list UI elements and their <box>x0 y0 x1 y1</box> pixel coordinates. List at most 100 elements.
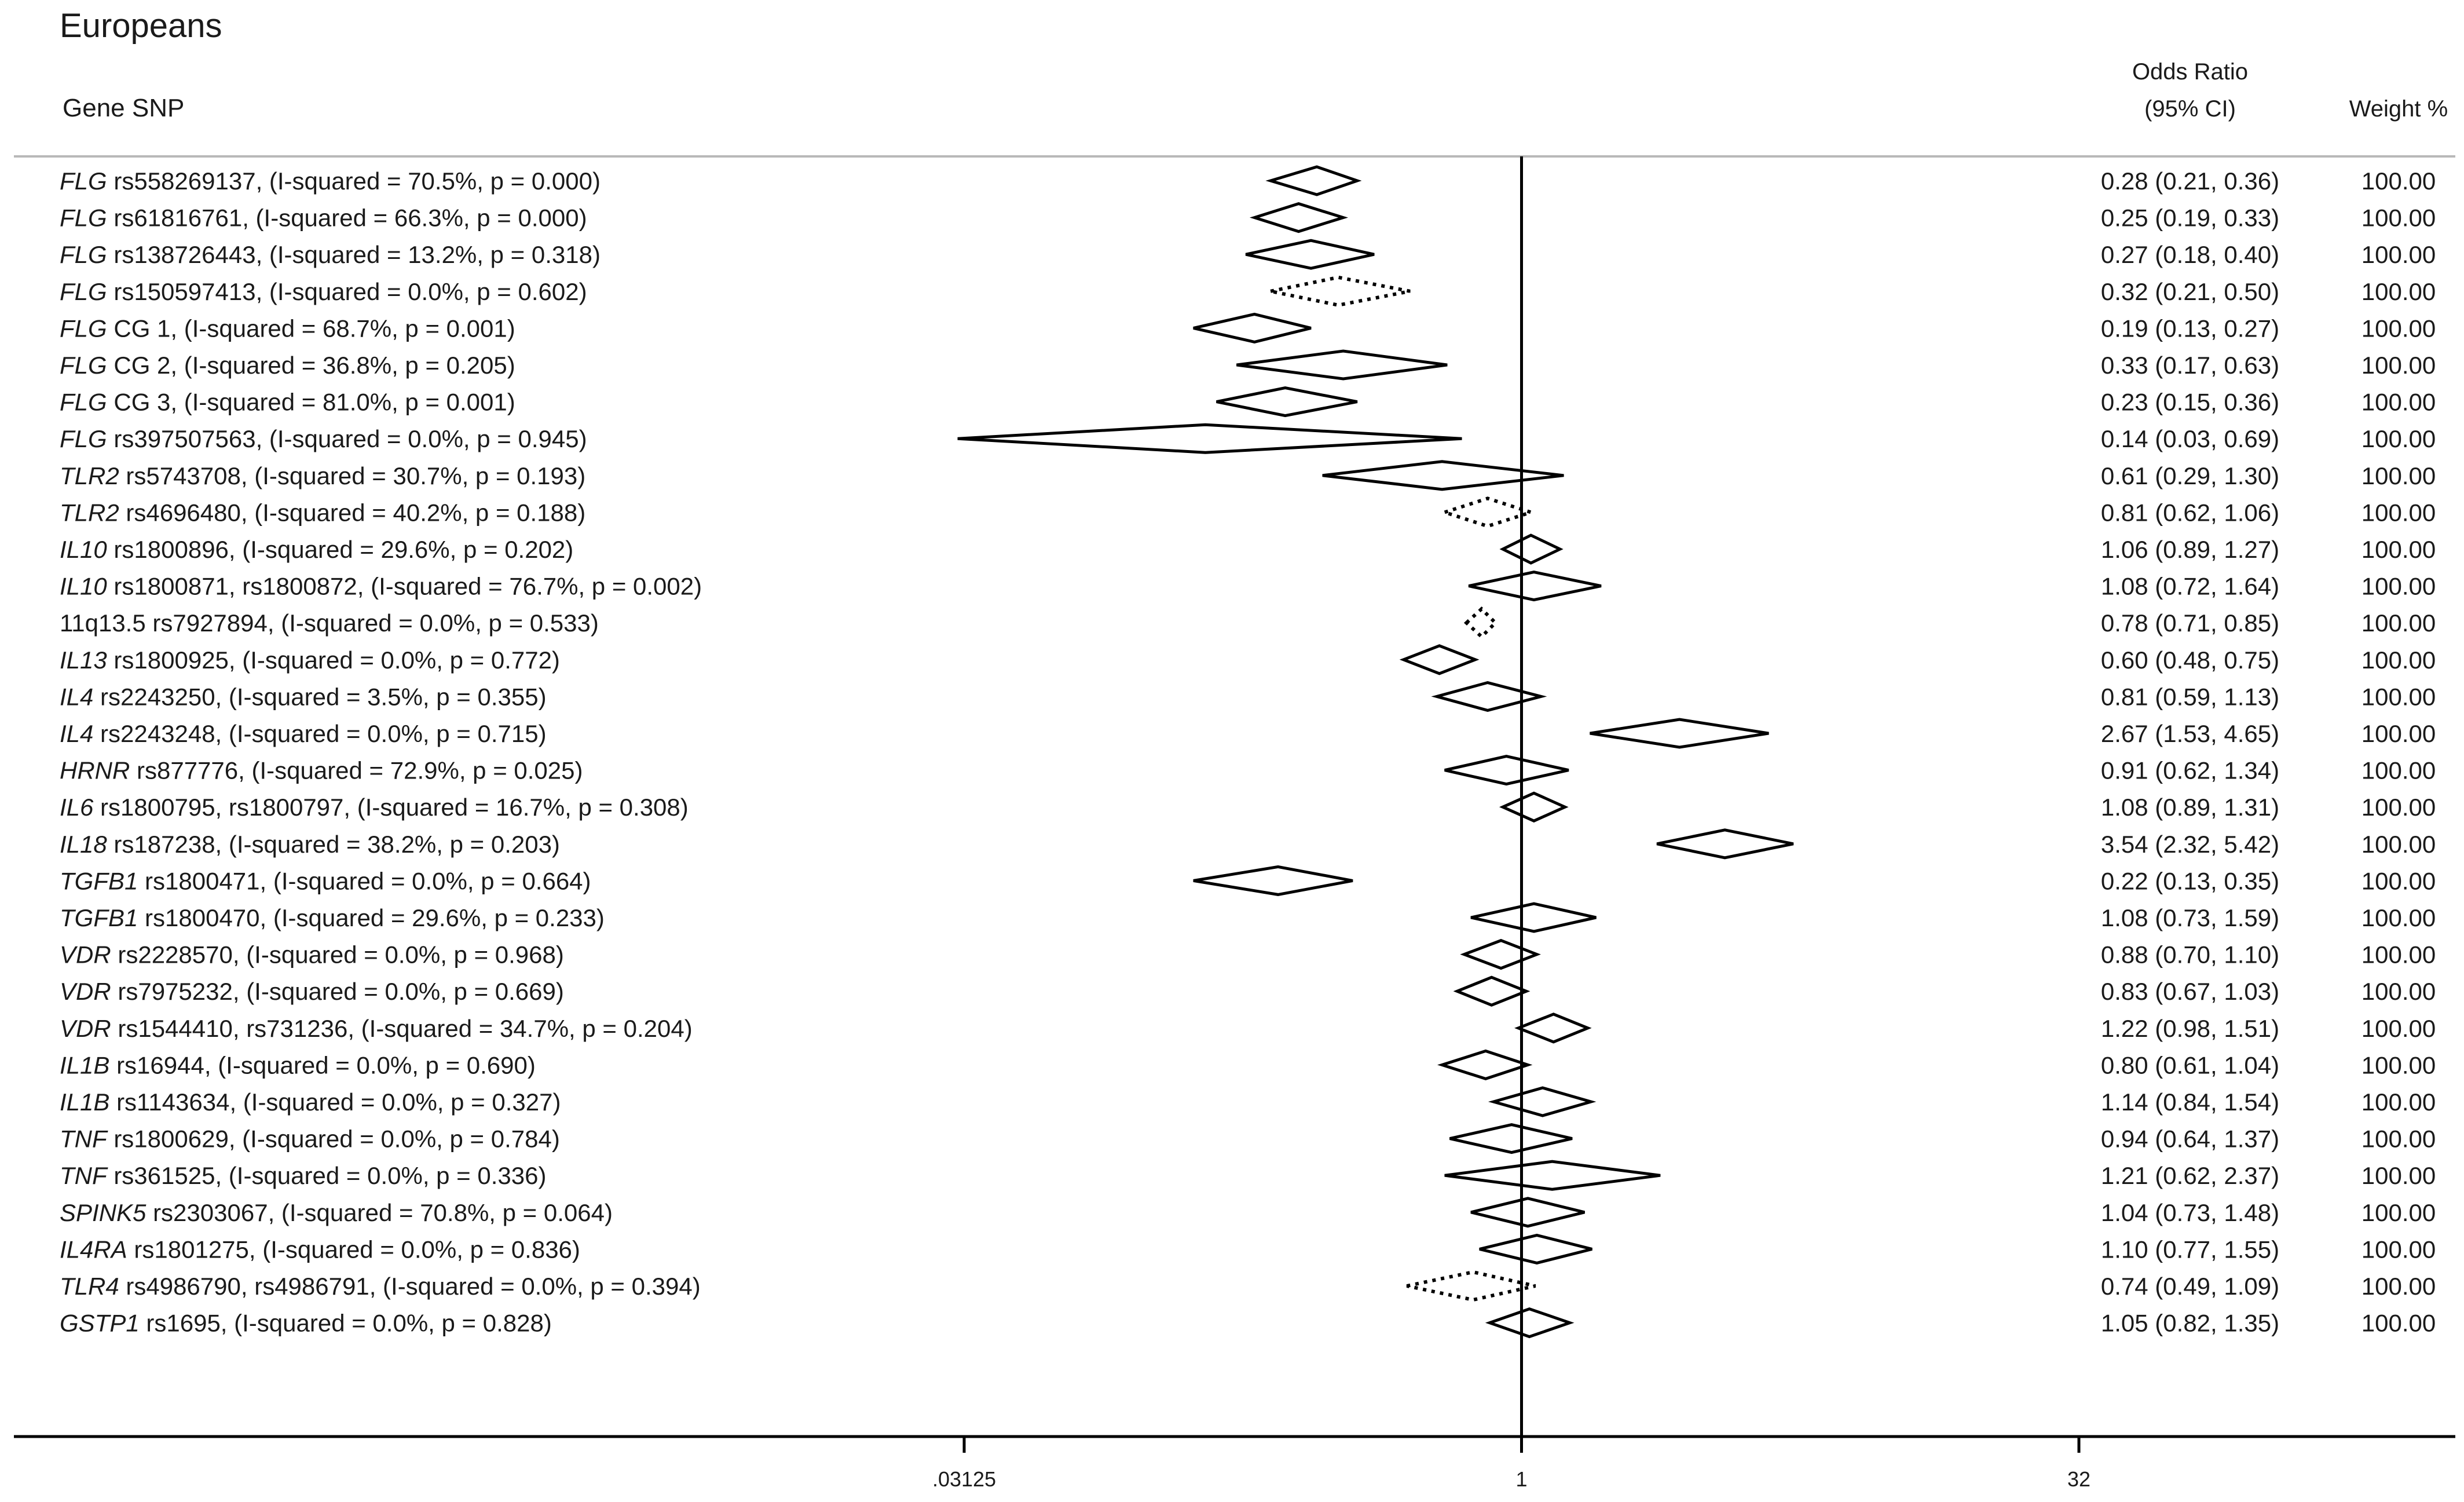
weight-value: 100.00 <box>2362 573 2436 600</box>
forest-row: TNF rs1800629, (I-squared = 0.0%, p = 0.… <box>60 1123 2436 1154</box>
row-label: TLR4 rs4986790, rs4986791, (I-squared = … <box>60 1273 701 1300</box>
gene-name: IL4RA <box>60 1236 127 1263</box>
forest-row: TLR2 rs4696480, (I-squared = 40.2%, p = … <box>60 496 2436 528</box>
weight-value: 100.00 <box>2362 904 2436 931</box>
weight-value: 100.00 <box>2362 609 2436 637</box>
row-label: VDR rs1544410, rs731236, (I-squared = 34… <box>60 1015 693 1042</box>
gene-name: VDR <box>60 1015 111 1042</box>
forest-row: VDR rs7975232, (I-squared = 0.0%, p = 0.… <box>60 975 2436 1007</box>
effect-diamond <box>1399 644 1480 675</box>
weight-value: 100.00 <box>2362 1199 2436 1226</box>
snp-stats: CG 1, (I-squared = 68.7%, p = 0.001) <box>107 315 515 342</box>
forest-row: IL4RA rs1801275, (I-squared = 0.0%, p = … <box>60 1233 2436 1265</box>
effect-diamond <box>1431 681 1547 712</box>
weight-value: 100.00 <box>2362 1125 2436 1153</box>
row-label: IL6 rs1800795, rs1800797, (I-squared = 1… <box>60 794 689 821</box>
gene-name: HRNR <box>60 757 130 784</box>
snp-stats: rs1800629, (I-squared = 0.0%, p = 0.784) <box>107 1125 560 1153</box>
snp-stats: rs150597413, (I-squared = 0.0%, p = 0.60… <box>107 278 587 305</box>
or-ci-value: 0.32 (0.21, 0.50) <box>2101 278 2279 305</box>
or-ci-value: 0.14 (0.03, 0.69) <box>2101 425 2279 452</box>
effect-diamond <box>1488 1086 1597 1117</box>
row-label: FLG CG 3, (I-squared = 81.0%, p = 0.001) <box>60 389 515 416</box>
row-label: IL4RA rs1801275, (I-squared = 0.0%, p = … <box>60 1236 580 1263</box>
snp-stats: 11q13.5 rs7927894, (I-squared = 0.0%, p … <box>60 609 599 637</box>
snp-stats: rs2228570, (I-squared = 0.0%, p = 0.968) <box>111 941 564 969</box>
effect-diamond <box>1193 312 1312 343</box>
effect-diamond <box>1590 718 1769 749</box>
gene-name: FLG <box>60 204 107 232</box>
or-ci-value: 0.33 (0.17, 0.63) <box>2101 352 2279 379</box>
or-ci-value: 1.08 (0.73, 1.59) <box>2101 904 2279 931</box>
effect-diamond <box>1444 1160 1661 1191</box>
row-label: IL4 rs2243250, (I-squared = 3.5%, p = 0.… <box>60 683 547 710</box>
snp-stats: rs877776, (I-squared = 72.9%, p = 0.025) <box>130 757 583 784</box>
row-label: IL10 rs1800871, rs1800872, (I-squared = … <box>60 573 702 600</box>
forest-row: TLR4 rs4986790, rs4986791, (I-squared = … <box>60 1270 2436 1302</box>
effect-diamond <box>1449 1123 1573 1154</box>
forest-row: IL13 rs1800925, (I-squared = 0.0%, p = 0… <box>60 644 2436 675</box>
weight-value: 100.00 <box>2362 352 2436 379</box>
or-ci-value: 0.88 (0.70, 1.10) <box>2101 941 2279 969</box>
gene-name: SPINK5 <box>60 1199 147 1226</box>
weight-value: 100.00 <box>2362 941 2436 969</box>
effect-diamond <box>1485 1307 1575 1339</box>
or-ci-value: 1.04 (0.73, 1.48) <box>2101 1199 2279 1226</box>
forest-row: FLG rs61816761, (I-squared = 66.3%, p = … <box>60 202 2436 233</box>
row-label: GSTP1 rs1695, (I-squared = 0.0%, p = 0.8… <box>60 1310 552 1337</box>
forest-row: VDR rs2228570, (I-squared = 0.0%, p = 0.… <box>60 938 2436 970</box>
effect-diamond <box>1463 606 1498 639</box>
snp-stats: rs2243248, (I-squared = 0.0%, p = 0.715) <box>93 720 546 747</box>
weight-value: 100.00 <box>2362 167 2436 195</box>
x-tick-label: .03125 <box>932 1467 996 1491</box>
effect-diamond <box>1499 533 1564 565</box>
effect-diamond <box>1470 902 1597 933</box>
forest-row: TLR2 rs5743708, (I-squared = 30.7%, p = … <box>60 460 2436 491</box>
gene-name: IL6 <box>60 794 94 821</box>
weight-value: 100.00 <box>2362 241 2436 268</box>
snp-stats: rs138726443, (I-squared = 13.2%, p = 0.3… <box>107 241 601 268</box>
or-ci-value: 0.28 (0.21, 0.36) <box>2101 167 2279 195</box>
or-ci-value: 1.08 (0.72, 1.64) <box>2101 573 2279 600</box>
effect-diamond <box>1406 1270 1536 1302</box>
snp-stats: rs1800896, (I-squared = 29.6%, p = 0.202… <box>107 536 574 563</box>
gene-name: IL1B <box>60 1051 109 1079</box>
row-label: IL1B rs16944, (I-squared = 0.0%, p = 0.6… <box>60 1051 536 1079</box>
snp-stats: rs397507563, (I-squared = 0.0%, p = 0.94… <box>107 425 587 452</box>
snp-stats: rs1800470, (I-squared = 29.6%, p = 0.233… <box>138 904 605 931</box>
effect-diamond <box>1499 791 1569 823</box>
forest-row: IL4 rs2243250, (I-squared = 3.5%, p = 0.… <box>60 681 2436 712</box>
gene-name: IL18 <box>60 831 107 858</box>
forest-row: HRNR rs877776, (I-squared = 72.9%, p = 0… <box>60 755 2436 786</box>
effect-diamond <box>1479 1233 1592 1265</box>
gene-name: TLR4 <box>60 1273 119 1300</box>
or-ci-value: 0.94 (0.64, 1.37) <box>2101 1125 2279 1153</box>
row-label: FLG CG 1, (I-squared = 68.7%, p = 0.001) <box>60 315 515 342</box>
forest-row: FLG rs397507563, (I-squared = 0.0%, p = … <box>60 423 2436 454</box>
snp-stats: CG 2, (I-squared = 36.8%, p = 0.205) <box>107 352 515 379</box>
or-ci-value: 0.27 (0.18, 0.40) <box>2101 241 2279 268</box>
or-ci-value: 0.74 (0.49, 1.09) <box>2101 1273 2279 1300</box>
row-label: IL4 rs2243248, (I-squared = 0.0%, p = 0.… <box>60 720 547 747</box>
effect-diamond <box>1193 865 1353 896</box>
weight-value: 100.00 <box>2362 204 2436 232</box>
forest-row: FLG rs138726443, (I-squared = 13.2%, p =… <box>60 239 2436 270</box>
weight-value: 100.00 <box>2362 425 2436 452</box>
weight-value: 100.00 <box>2362 1162 2436 1189</box>
or-ci-value: 0.25 (0.19, 0.33) <box>2101 204 2279 232</box>
forest-row: IL4 rs2243248, (I-squared = 0.0%, p = 0.… <box>60 718 2436 749</box>
header-odds-ratio: Odds Ratio <box>2132 59 2248 85</box>
snp-stats: rs558269137, (I-squared = 70.5%, p = 0.0… <box>107 167 601 195</box>
weight-value: 100.00 <box>2362 389 2436 416</box>
or-ci-value: 2.67 (1.53, 4.65) <box>2101 720 2279 747</box>
header-gene-snp: Gene SNP <box>63 94 184 122</box>
row-label: SPINK5 rs2303067, (I-squared = 70.8%, p … <box>60 1199 613 1226</box>
weight-value: 100.00 <box>2362 1236 2436 1263</box>
row-label: TLR2 rs5743708, (I-squared = 30.7%, p = … <box>60 462 585 489</box>
weight-value: 100.00 <box>2362 462 2436 489</box>
gene-name: IL10 <box>60 536 107 563</box>
row-label: VDR rs2228570, (I-squared = 0.0%, p = 0.… <box>60 941 564 969</box>
snp-stats: rs1544410, rs731236, (I-squared = 34.7%,… <box>111 1015 693 1042</box>
gene-name: FLG <box>60 389 107 416</box>
